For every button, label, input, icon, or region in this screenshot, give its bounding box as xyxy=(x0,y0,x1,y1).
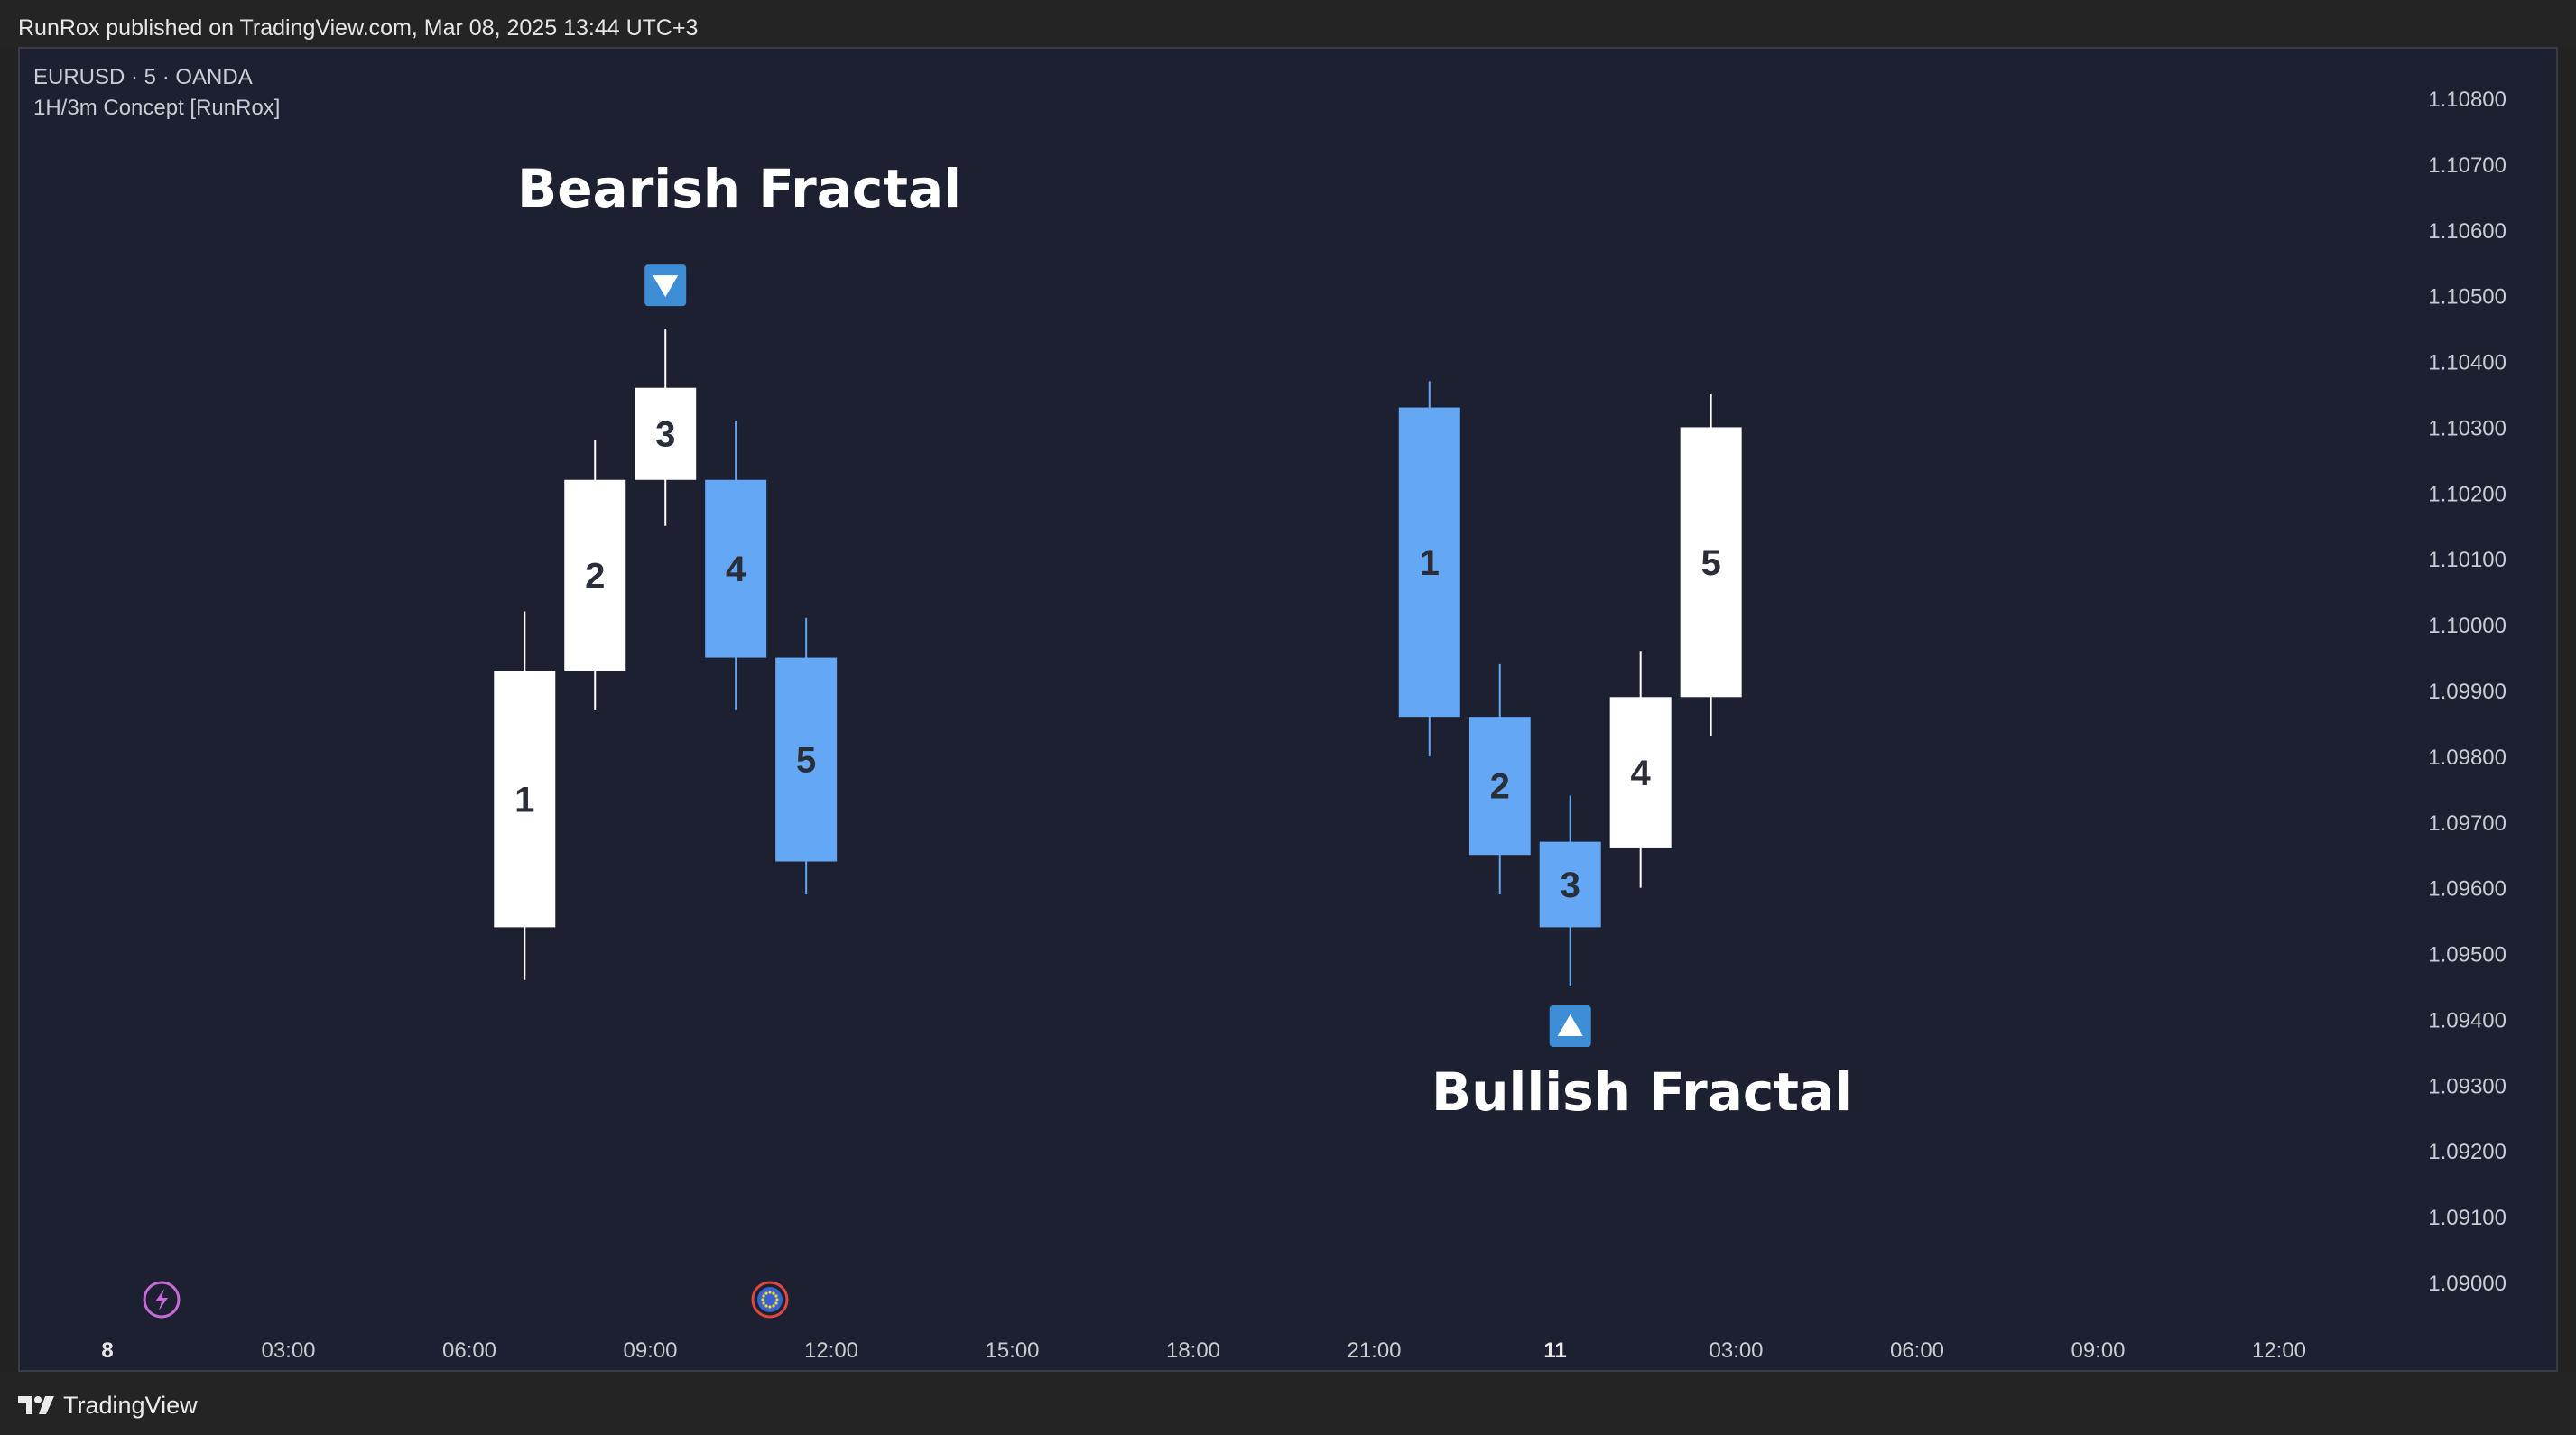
candle-body xyxy=(1539,841,1601,928)
x-axis-tick-label: 18:00 xyxy=(1166,1338,1220,1363)
candle-number: 4 xyxy=(1631,754,1652,793)
y-axis-tick-label: 1.10700 xyxy=(2428,153,2507,178)
candle-number: 4 xyxy=(726,550,746,589)
y-axis-tick-label: 1.09300 xyxy=(2428,1074,2507,1098)
candle[interactable]: 2 xyxy=(564,440,626,710)
candle[interactable]: 5 xyxy=(1680,394,1742,737)
published-text: RunRox published on TradingView.com, Mar… xyxy=(18,15,699,41)
y-axis-tick-label: 1.10400 xyxy=(2428,351,2507,375)
candle-body xyxy=(705,479,767,658)
y-axis-tick-label: 1.10800 xyxy=(2428,88,2507,112)
candlestick-chart[interactable]: 1.10800 1.10700 1.10600 1.10500 1.10400 1.103… xyxy=(20,49,2558,1372)
y-axis-tick-label: 1.09200 xyxy=(2428,1140,2507,1164)
y-axis-tick-label: 1.10500 xyxy=(2428,285,2507,310)
candle-number: 5 xyxy=(796,741,816,781)
x-axis-tick-label: 12:00 xyxy=(804,1338,858,1363)
candle-body xyxy=(635,387,697,480)
x-axis-tick-label: 06:00 xyxy=(1890,1338,1944,1363)
y-axis-tick-label: 1.10200 xyxy=(2428,482,2507,506)
candle-body xyxy=(1469,717,1531,856)
candle[interactable]: 4 xyxy=(1609,651,1672,888)
y-axis-tick-label: 1.09800 xyxy=(2428,745,2507,770)
x-axis-tick-label: 03:00 xyxy=(261,1338,315,1363)
indicator-label[interactable]: 1H/3m Concept [RunRox] xyxy=(33,96,281,120)
candle-body xyxy=(494,671,556,928)
candle[interactable]: 2 xyxy=(1469,663,1531,894)
y-axis-tick-label: 1.10100 xyxy=(2428,548,2507,572)
x-axis-tick-label: 8 xyxy=(101,1338,113,1363)
y-axis-tick-label: 1.10600 xyxy=(2428,219,2507,244)
bearish-fractal-title: Bearish Fractal xyxy=(517,158,961,219)
y-axis-tick-label: 1.10300 xyxy=(2428,416,2507,440)
candle-number: 3 xyxy=(655,415,675,455)
symbol-label[interactable]: EURUSD · 5 · OANDA xyxy=(33,65,253,89)
y-axis-tick-label: 1.09000 xyxy=(2428,1272,2507,1296)
footer-bar: TradingView xyxy=(0,1372,2576,1435)
candle-body xyxy=(1398,407,1460,718)
candle-number: 3 xyxy=(1561,866,1580,905)
candle[interactable]: 1 xyxy=(494,611,556,980)
candle-number: 1 xyxy=(514,780,534,819)
tradingview-brand: TradingView xyxy=(63,1391,198,1419)
y-axis-tick-label: 1.09500 xyxy=(2428,943,2507,967)
tradingview-logo[interactable]: TradingView xyxy=(18,1392,198,1419)
x-axis-tick-label: 11 xyxy=(1543,1338,1566,1363)
candle-body xyxy=(564,479,626,671)
x-axis-tick-label: 15:00 xyxy=(985,1338,1039,1363)
candle-number: 2 xyxy=(585,556,605,596)
published-header: RunRox published on TradingView.com, Mar… xyxy=(0,0,2576,47)
triangle-up-icon xyxy=(1557,1014,1583,1036)
y-axis-tick-label: 1.09700 xyxy=(2428,811,2507,836)
x-axis-tick-label: 09:00 xyxy=(2071,1338,2125,1363)
candle[interactable]: 4 xyxy=(705,421,767,710)
x-axis-tick-label: 03:00 xyxy=(1709,1338,1763,1363)
candle-body xyxy=(775,657,838,862)
y-axis-tick-label: 1.09600 xyxy=(2428,877,2507,902)
x-axis-tick-label: 12:00 xyxy=(2252,1338,2306,1363)
lightning-icon[interactable] xyxy=(143,1281,181,1319)
y-axis-tick-label: 1.09400 xyxy=(2428,1008,2507,1032)
candle[interactable]: 3 xyxy=(1539,795,1601,986)
y-axis-tick-label: 1.09900 xyxy=(2428,680,2507,704)
eu-flag-icon[interactable] xyxy=(751,1281,789,1319)
candle-number: 2 xyxy=(1490,767,1510,807)
chart-panel[interactable]: 1.10800 1.10700 1.10600 1.10500 1.10400 1.103… xyxy=(18,47,2558,1372)
bullish-fractal-title: Bullish Fractal xyxy=(1432,1061,1852,1123)
candle-body xyxy=(1609,697,1672,848)
bullish-fractal-marker[interactable] xyxy=(1549,1005,1591,1047)
x-axis-tick-label: 06:00 xyxy=(442,1338,496,1363)
candle-body xyxy=(1680,427,1742,698)
y-axis-tick-label: 1.09100 xyxy=(2428,1206,2507,1230)
x-axis-tick-label: 21:00 xyxy=(1347,1338,1401,1363)
candle[interactable]: 1 xyxy=(1398,381,1460,756)
x-axis-tick-label: 09:00 xyxy=(623,1338,677,1363)
bearish-fractal-marker[interactable] xyxy=(644,264,687,307)
candle[interactable]: 3 xyxy=(635,329,697,526)
triangle-down-icon xyxy=(653,275,679,298)
candle-number: 1 xyxy=(1420,543,1440,583)
candle-number: 5 xyxy=(1701,543,1721,583)
candle[interactable]: 5 xyxy=(775,617,838,894)
tradingview-logo-icon xyxy=(18,1396,54,1414)
y-axis-tick-label: 1.10000 xyxy=(2428,614,2507,638)
